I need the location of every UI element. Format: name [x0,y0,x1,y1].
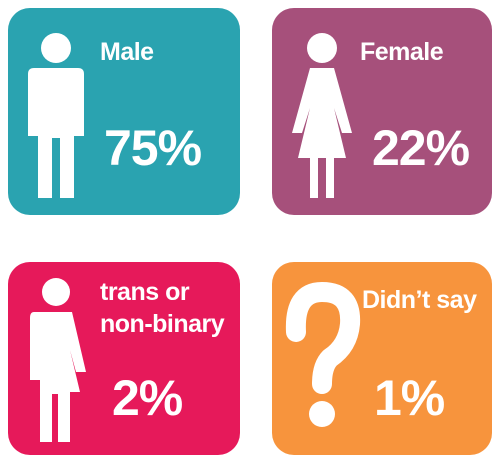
tile-value: 22% [372,120,470,176]
tile: Female 22% [272,8,492,215]
tile-label: Female [360,38,444,66]
trans-icon [30,278,86,442]
tile-label: Didn’t say [362,286,477,314]
question-icon [285,281,361,427]
tile-value: 1% [374,370,445,426]
male-icon [28,33,84,198]
tile: trans or non-binary 2% [8,262,240,455]
tile-value: 2% [112,370,183,426]
tile: Male 75% [8,8,240,215]
tile-label: Male [100,38,154,66]
tile: Didn’t say 1% [272,262,492,455]
tile-label: trans or non-binary [100,278,225,338]
female-icon [292,33,352,198]
tile-value: 75% [104,120,202,176]
